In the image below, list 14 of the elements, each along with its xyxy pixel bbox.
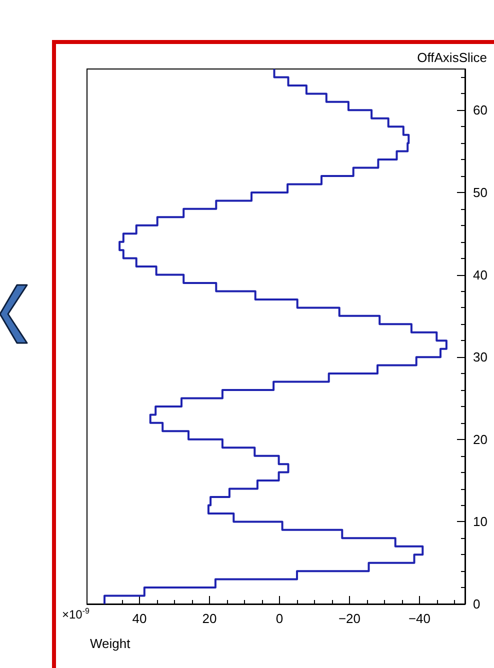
x-tick-label: 20: [202, 611, 217, 626]
y-tick-label: 30: [473, 350, 488, 365]
y-tick-label: 20: [473, 432, 488, 447]
y-axis-title: OffAxisSlice: [417, 50, 487, 65]
y-tick-label: 40: [473, 267, 488, 282]
y-tick-label: 60: [473, 102, 488, 118]
x-tick-label: −40: [408, 611, 431, 626]
x-axis-title: Weight: [90, 636, 131, 651]
y-tick-label: 0: [473, 596, 480, 612]
x-tick-label: 40: [132, 611, 147, 626]
y-tick-label: 50: [473, 184, 488, 200]
x-tick-label: 0: [276, 611, 284, 626]
y-tick-label: 10: [473, 514, 488, 530]
x-tick-label: −20: [338, 611, 361, 626]
